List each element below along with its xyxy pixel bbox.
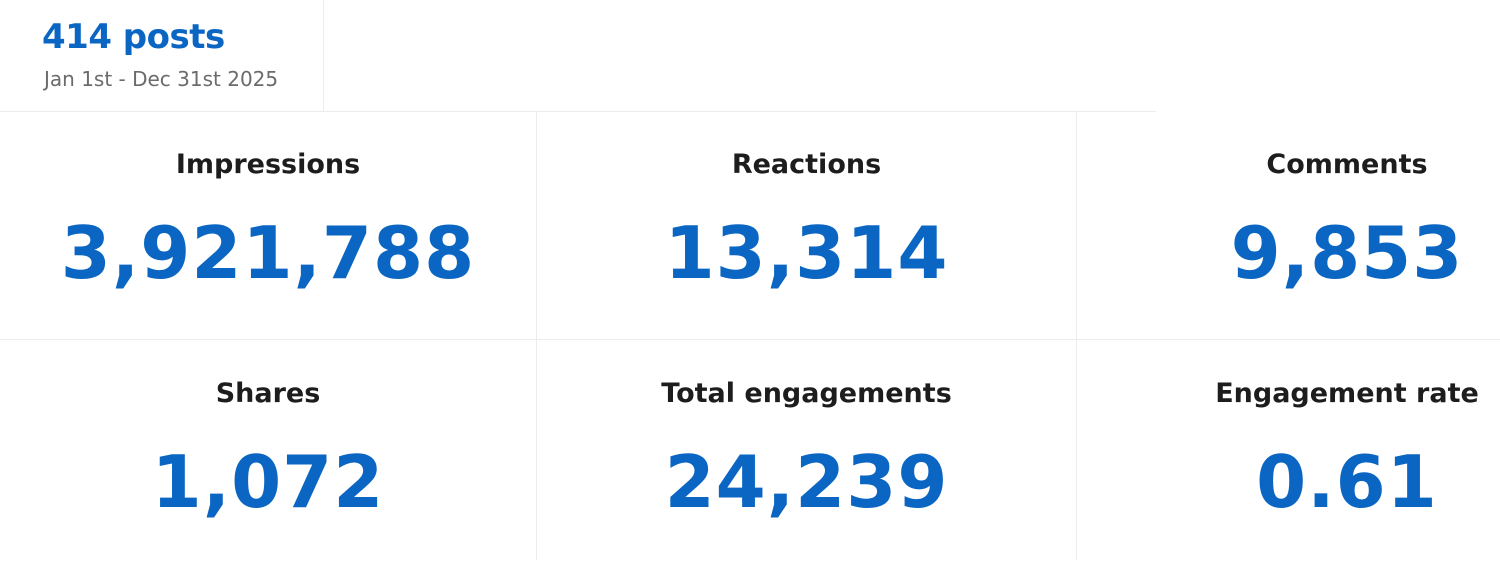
metric-label: Total engagements [661, 378, 952, 409]
metric-tile-shares: Shares 1,072 [0, 340, 536, 568]
metric-value: 0.61 [1256, 440, 1438, 524]
metric-tile-engagement-rate: Engagement rate 0.61 [1077, 340, 1500, 568]
metric-tile-reactions: Reactions 13,314 [537, 111, 1076, 339]
metric-label: Impressions [175, 149, 361, 180]
metric-tile-total-engagements: Total engagements 24,239 [537, 340, 1076, 568]
metric-value: 24,239 [664, 440, 949, 524]
metric-value: 9,853 [1230, 211, 1464, 295]
metric-label: Comments [1266, 149, 1428, 180]
metric-value: 1,072 [151, 440, 385, 524]
metric-label: Engagement rate [1215, 378, 1479, 409]
post-summary: 414 posts Jan 1st - Dec 31st 2025 [0, 0, 324, 111]
metric-label: Shares [215, 378, 321, 409]
metric-tile-impressions: Impressions 3,921,788 [0, 111, 536, 339]
divider-col-1 [536, 111, 537, 560]
divider-middle [0, 339, 1500, 340]
divider-top [0, 111, 1156, 112]
metric-label: Reactions [731, 149, 882, 180]
metric-tile-comments: Comments 9,853 [1077, 111, 1500, 339]
post-count: 414 posts [42, 17, 225, 57]
divider-col-2 [1076, 111, 1077, 560]
date-range: Jan 1st - Dec 31st 2025 [44, 67, 279, 91]
metric-value: 13,314 [664, 211, 949, 295]
metric-value: 3,921,788 [60, 211, 476, 295]
